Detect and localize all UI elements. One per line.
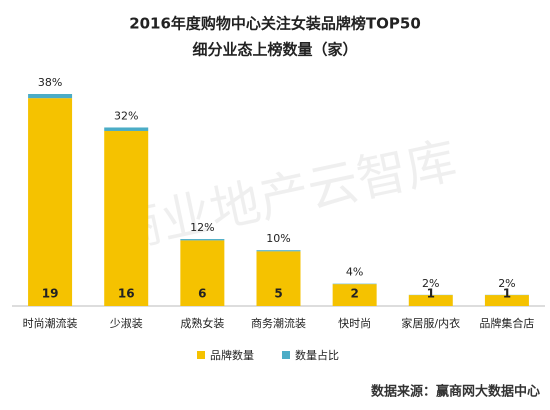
bar	[104, 130, 149, 306]
value-label: 12%	[190, 221, 214, 234]
bar	[28, 94, 73, 99]
value-label: 38%	[38, 76, 62, 89]
bar	[256, 250, 301, 252]
chart-title: 2016年度购物中心关注女装品牌榜TOP50	[129, 15, 421, 33]
count-label: 6	[198, 287, 206, 301]
bar	[332, 284, 377, 306]
x-tick-label: 成熟女装	[180, 316, 224, 330]
bar	[484, 295, 529, 306]
count-label: 16	[118, 287, 135, 301]
x-tick-label: 品牌集合店	[479, 316, 534, 330]
value-label: 4%	[346, 266, 363, 279]
source: 数据来源：赢商网大数据中心	[371, 384, 540, 400]
x-tick-label: 快时尚	[338, 316, 371, 330]
legend-label: 数量占比	[295, 348, 339, 362]
count-label: 5	[274, 287, 282, 301]
value-label: 10%	[266, 232, 290, 245]
bar	[104, 127, 149, 131]
legend-label: 品牌数量	[210, 348, 254, 362]
x-tick-label: 时尚潮流装	[23, 316, 78, 330]
bar	[28, 98, 73, 306]
count-label: 19	[42, 287, 59, 301]
bar	[408, 295, 453, 306]
count-label: 1	[503, 287, 511, 301]
count-label: 1	[427, 287, 435, 301]
x-tick-label: 家居服/内衣	[401, 316, 460, 330]
bar	[256, 251, 301, 306]
value-label: 32%	[114, 109, 138, 122]
bar	[180, 240, 225, 306]
legend-swatch	[197, 351, 205, 359]
chart-subtitle: 细分业态上榜数量（家）	[192, 41, 357, 59]
x-tick-label: 商务潮流装	[251, 316, 306, 330]
value-label: 2%	[498, 277, 515, 290]
x-tick-label: 少淑装	[110, 317, 143, 330]
bar	[180, 239, 225, 241]
value-label: 2%	[422, 277, 439, 290]
legend-swatch	[282, 351, 290, 359]
count-label: 2	[350, 287, 358, 301]
